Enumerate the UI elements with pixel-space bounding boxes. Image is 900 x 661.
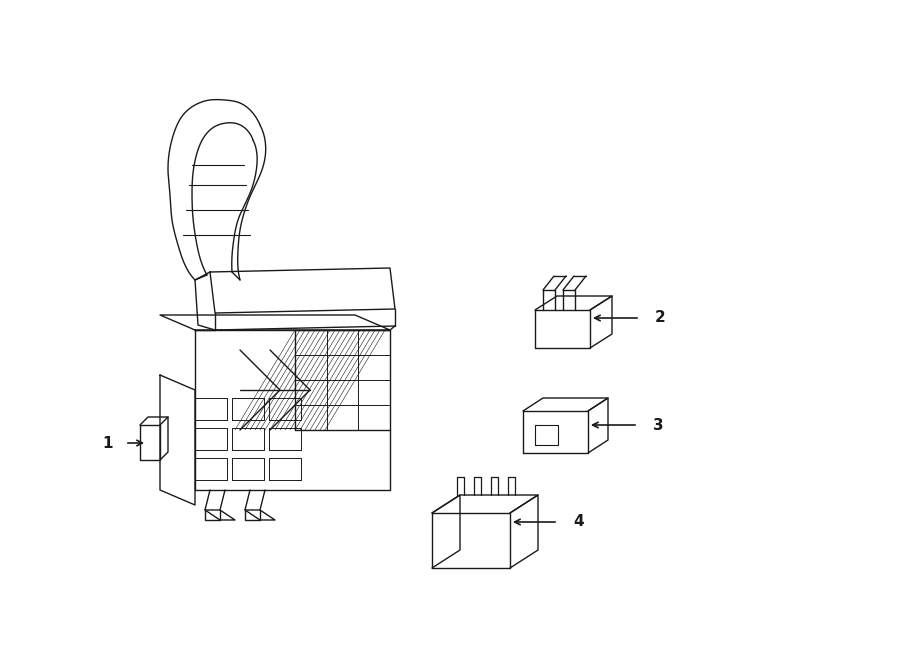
Text: 2: 2 — [655, 311, 666, 325]
Text: 1: 1 — [103, 436, 113, 451]
Text: 4: 4 — [573, 514, 583, 529]
Text: 3: 3 — [653, 418, 663, 432]
